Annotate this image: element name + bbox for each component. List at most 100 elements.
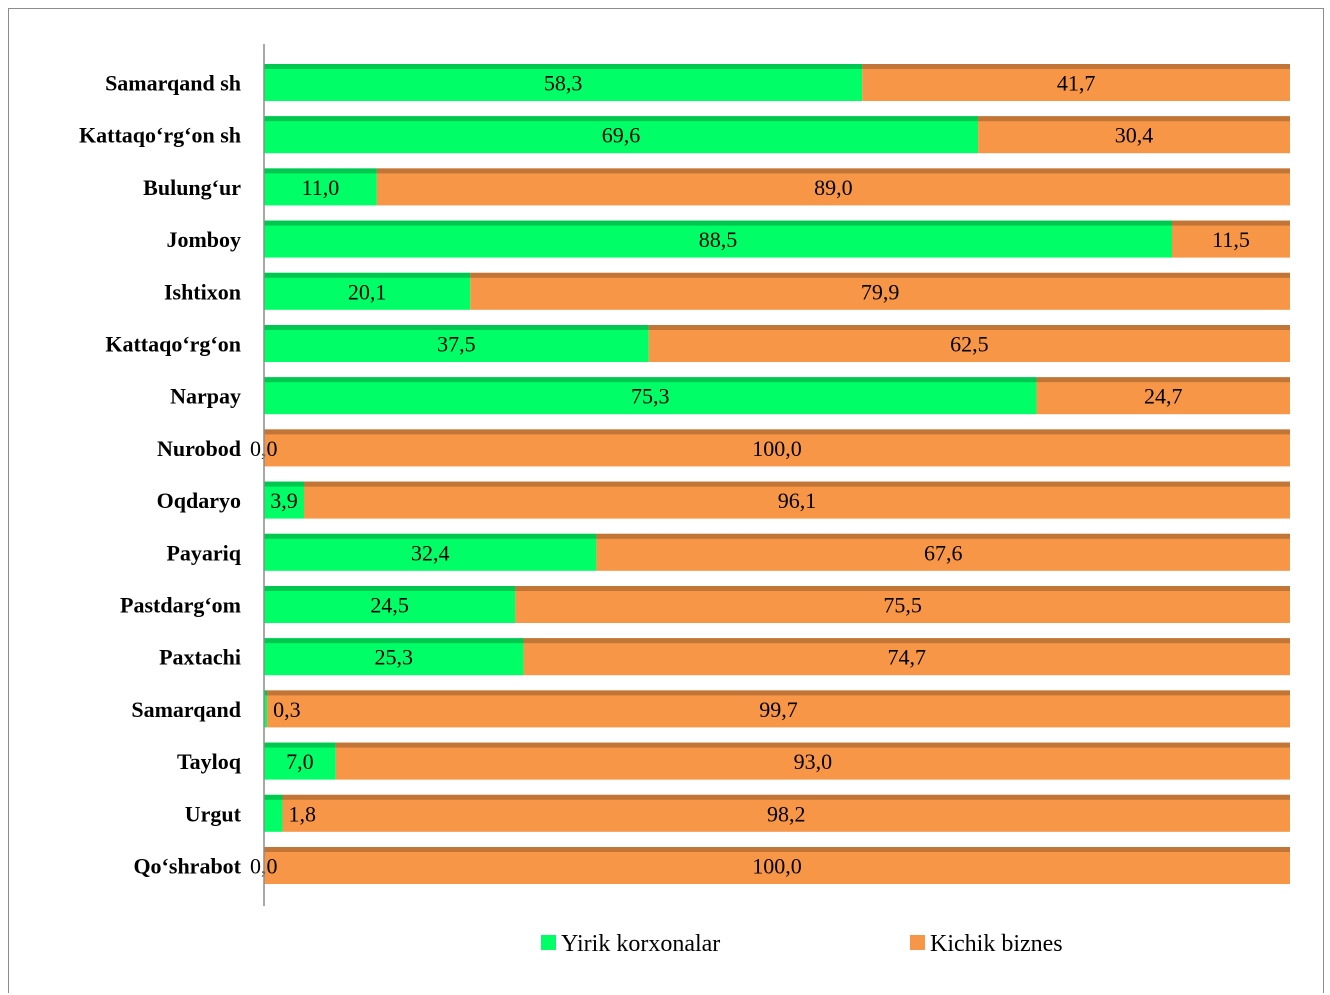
bar-yirik-korxonalar-samarqand-sh xyxy=(264,64,863,101)
bar-yirik-korxonalar-jomboy xyxy=(264,220,1173,258)
bar-top-edge-kichik-biznes-urgut xyxy=(282,794,1290,800)
category-label-kattaqo-rg-on: Kattaqo‘rg‘on xyxy=(105,332,241,357)
bar-yirik-korxonalar-oqdaryo xyxy=(264,481,305,519)
value-label-kichik-biznes-qo-shrabot: 100,0 xyxy=(752,854,802,879)
value-label-kichik-biznes-bulung-ur: 89,0 xyxy=(814,175,853,200)
value-label-yirik-korxonalar-narpay: 75,3 xyxy=(631,384,670,409)
value-label-kichik-biznes-paxtachi: 74,7 xyxy=(888,645,927,670)
bar-top-edge-kichik-biznes-paxtachi xyxy=(523,638,1290,644)
value-label-kichik-biznes-urgut: 98,2 xyxy=(767,801,806,826)
value-label-kichik-biznes-samarqand: 99,7 xyxy=(759,697,798,722)
bar-top-edge-yirik-korxonalar-pastdarg-om xyxy=(264,586,516,591)
category-label-qo-shrabot: Qo‘shrabot xyxy=(133,854,241,879)
bar-top-edge-yirik-korxonalar-samarqand xyxy=(264,690,268,696)
bar-top-edge-kichik-biznes-kattaqo-rg-on-sh xyxy=(978,116,1290,122)
category-label-narpay: Narpay xyxy=(170,384,241,409)
bar-top-edge-kichik-biznes-payariq xyxy=(596,533,1290,539)
value-label-yirik-korxonalar-tayloq: 7,0 xyxy=(286,749,314,774)
bar-top-edge-yirik-korxonalar-payariq xyxy=(264,533,597,539)
bar-kichik-biznes-pastdarg-om xyxy=(515,586,1290,623)
category-label-tayloq: Tayloq xyxy=(177,749,242,774)
bar-top-edge-kichik-biznes-narpay xyxy=(1036,377,1290,383)
category-label-samarqand-sh: Samarqand sh xyxy=(105,71,241,96)
value-label-yirik-korxonalar-ishtixon: 20,1 xyxy=(348,279,387,304)
value-label-yirik-korxonalar-kattaqo-rg-on: 37,5 xyxy=(437,332,476,357)
legend-label-yirik-korxonalar: Yirik korxonalar xyxy=(561,931,720,957)
bar-kichik-biznes-narpay xyxy=(1036,377,1290,415)
category-label-pastdarg-om: Pastdarg‘om xyxy=(120,593,241,618)
bar-yirik-korxonalar-paxtachi xyxy=(264,638,524,676)
legend: Yirik korxonalar Kichik biznes xyxy=(541,931,1063,957)
bar-kichik-biznes-paxtachi xyxy=(523,638,1290,676)
value-label-yirik-korxonalar-paxtachi: 25,3 xyxy=(375,645,414,670)
bar-top-edge-yirik-korxonalar-ishtixon xyxy=(264,272,471,278)
bar-yirik-korxonalar-narpay xyxy=(264,377,1037,415)
value-label-kichik-biznes-kattaqo-rg-on: 62,5 xyxy=(950,332,989,357)
bar-yirik-korxonalar-kattaqo-rg-on xyxy=(264,325,649,362)
bar-yirik-korxonalar-ishtixon xyxy=(264,272,471,310)
bar-top-edge-kichik-biznes-tayloq xyxy=(335,742,1290,748)
value-label-yirik-korxonalar-kattaqo-rg-on-sh: 69,6 xyxy=(602,123,641,148)
category-label-urgut: Urgut xyxy=(185,801,242,826)
bar-top-edge-yirik-korxonalar-samarqand-sh xyxy=(264,64,863,69)
bar-kichik-biznes-kattaqo-rg-on xyxy=(648,325,1290,362)
bar-kichik-biznes-nurobod xyxy=(264,429,1290,467)
bar-top-edge-yirik-korxonalar-jomboy xyxy=(264,220,1173,226)
legend-swatch-kichik-biznes xyxy=(910,935,925,950)
bar-top-edge-yirik-korxonalar-kattaqo-rg-on xyxy=(264,325,649,330)
bar-kichik-biznes-ishtixon xyxy=(470,272,1290,310)
value-label-kichik-biznes-jomboy: 11,5 xyxy=(1212,227,1250,252)
bar-top-edge-kichik-biznes-samarqand xyxy=(267,690,1290,696)
category-label-paxtachi: Paxtachi xyxy=(159,645,241,670)
bar-kichik-biznes-kattaqo-rg-on-sh xyxy=(978,116,1290,154)
bar-top-edge-kichik-biznes-kattaqo-rg-on xyxy=(648,325,1290,330)
category-label-kattaqo-rg-on-sh: Kattaqo‘rg‘on sh xyxy=(79,123,241,148)
category-label-payariq: Payariq xyxy=(166,540,241,565)
value-label-yirik-korxonalar-samarqand: 0,3 xyxy=(273,697,301,722)
value-label-kichik-biznes-payariq: 67,6 xyxy=(924,540,963,565)
value-label-yirik-korxonalar-jomboy: 88,5 xyxy=(699,227,738,252)
value-label-kichik-biznes-oqdaryo: 96,1 xyxy=(778,488,817,513)
bar-top-edge-yirik-korxonalar-oqdaryo xyxy=(264,481,305,487)
value-label-kichik-biznes-samarqand-sh: 41,7 xyxy=(1057,71,1096,96)
value-label-kichik-biznes-ishtixon: 79,9 xyxy=(861,279,900,304)
bar-top-edge-yirik-korxonalar-urgut xyxy=(264,794,283,800)
bar-kichik-biznes-bulung-ur xyxy=(376,168,1290,206)
value-label-kichik-biznes-kattaqo-rg-on-sh: 30,4 xyxy=(1115,123,1154,148)
bar-top-edge-kichik-biznes-oqdaryo xyxy=(304,481,1290,487)
value-label-yirik-korxonalar-bulung-ur: 11,0 xyxy=(302,175,340,200)
legend-label-kichik-biznes: Kichik biznes xyxy=(930,931,1063,957)
bar-kichik-biznes-samarqand-sh xyxy=(862,64,1290,101)
bar-top-edge-kichik-biznes-jomboy xyxy=(1172,220,1290,226)
bar-top-edge-yirik-korxonalar-narpay xyxy=(264,377,1037,383)
bar-kichik-biznes-urgut xyxy=(282,794,1290,832)
bar-top-edge-yirik-korxonalar-tayloq xyxy=(264,742,336,748)
value-label-kichik-biznes-pastdarg-om: 75,5 xyxy=(883,593,922,618)
bar-kichik-biznes-qo-shrabot xyxy=(264,847,1290,884)
bar-kichik-biznes-samarqand xyxy=(267,690,1290,728)
bar-kichik-biznes-tayloq xyxy=(335,742,1290,780)
bar-top-edge-yirik-korxonalar-bulung-ur xyxy=(264,168,377,174)
bar-yirik-korxonalar-payariq xyxy=(264,533,597,571)
bar-kichik-biznes-oqdaryo xyxy=(304,481,1290,519)
category-label-bulung-ur: Bulung‘ur xyxy=(143,175,241,200)
bar-yirik-korxonalar-tayloq xyxy=(264,742,336,780)
bar-top-edge-kichik-biznes-pastdarg-om xyxy=(515,586,1290,591)
category-label-samarqand: Samarqand xyxy=(131,697,241,722)
bar-yirik-korxonalar-kattaqo-rg-on-sh xyxy=(264,116,979,154)
bar-top-edge-kichik-biznes-nurobod xyxy=(264,429,1290,435)
value-label-kichik-biznes-narpay: 24,7 xyxy=(1144,384,1183,409)
value-label-yirik-korxonalar-urgut: 1,8 xyxy=(288,801,316,826)
value-label-yirik-korxonalar-pastdarg-om: 24,5 xyxy=(370,593,409,618)
bar-top-edge-kichik-biznes-samarqand-sh xyxy=(862,64,1290,69)
category-label-jomboy: Jomboy xyxy=(166,227,241,252)
bar-top-edge-kichik-biznes-bulung-ur xyxy=(376,168,1290,174)
bars xyxy=(264,64,1290,884)
bar-top-edge-kichik-biznes-ishtixon xyxy=(470,272,1290,278)
bar-top-edge-yirik-korxonalar-paxtachi xyxy=(264,638,524,644)
category-label-nurobod: Nurobod xyxy=(157,436,241,461)
value-labels: 58,3 41,7 69,6 30,4 11,0 89,0 88,5 11,5 20,1 79,9… xyxy=(250,71,1250,879)
value-label-kichik-biznes-nurobod: 100,0 xyxy=(752,436,802,461)
value-label-kichik-biznes-tayloq: 93,0 xyxy=(794,749,833,774)
category-label-ishtixon: Ishtixon xyxy=(164,279,241,304)
